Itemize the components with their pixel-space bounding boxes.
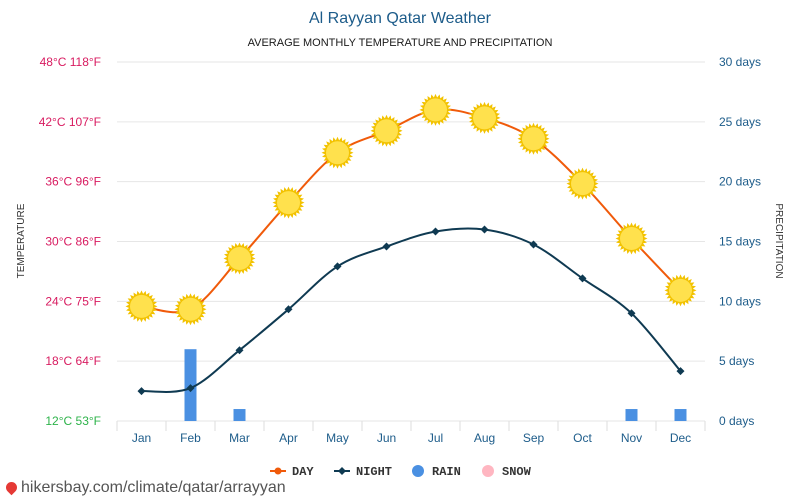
day-point-sun-core	[424, 98, 447, 122]
night-point	[627, 309, 636, 318]
y-axis-title-left: TEMPERATURE	[16, 203, 27, 278]
x-tick-label: Apr	[279, 431, 298, 445]
y-tick-label-right: 10 days	[719, 294, 761, 308]
x-tick-label: Feb	[180, 431, 201, 445]
day-point-sun-core	[130, 294, 153, 318]
rain-bar	[625, 409, 638, 421]
day-point-sun-core	[228, 246, 251, 270]
y-tick-label-right: 20 days	[719, 175, 761, 189]
x-tick-label: Jun	[377, 431, 396, 445]
y-tick-label-right: 15 days	[719, 235, 761, 249]
source-link-text: hikersbay.com/climate/qatar/arrayyan	[21, 479, 286, 496]
x-tick-label: Dec	[670, 431, 691, 445]
x-tick-label: Jul	[428, 431, 443, 445]
day-point-sun-core	[179, 297, 202, 321]
y-tick-label-left: 36°C 96°F	[45, 175, 101, 189]
night-point	[137, 387, 146, 396]
night-point	[186, 384, 195, 393]
y-tick-label-right: 5 days	[719, 354, 754, 368]
source-link[interactable]: hikersbay.com/climate/qatar/arrayyan	[3, 479, 286, 497]
day-series-line	[141, 108, 682, 314]
x-tick-label: Nov	[621, 431, 642, 445]
day-point-sun-core	[473, 106, 496, 130]
legend-snow-label: SNOW	[502, 465, 532, 479]
night-point	[382, 242, 391, 251]
night-point	[578, 274, 587, 283]
y-tick-label-left: 12°C 53°F	[45, 414, 101, 428]
day-point-sun-core	[522, 127, 545, 151]
day-point-sun-core	[277, 191, 300, 215]
x-tick-label: Jan	[132, 431, 151, 445]
legend-snow-marker	[482, 465, 494, 477]
day-point-sun-core	[620, 227, 643, 251]
day-point-sun-core	[326, 141, 349, 165]
legend-night-label: NIGHT	[356, 465, 392, 479]
y-tick-label-right: 30 days	[719, 55, 761, 69]
night-point	[676, 367, 685, 376]
chart-title: Al Rayyan Qatar Weather	[309, 10, 492, 27]
y-tick-label-right: 0 days	[719, 414, 754, 428]
y-axis-title-right: PRECIPITATION	[773, 203, 784, 278]
night-point	[431, 227, 440, 236]
y-tick-label-left: 48°C 118°F	[40, 55, 101, 69]
night-point	[480, 225, 489, 234]
x-tick-label: Sep	[523, 431, 545, 445]
rain-bar	[674, 409, 687, 421]
legend-rain-marker	[412, 465, 424, 477]
night-point	[284, 305, 293, 314]
night-point	[235, 346, 244, 355]
x-tick-label: Mar	[229, 431, 250, 445]
legend-rain-label: RAIN	[432, 465, 461, 479]
day-point-sun-core	[669, 278, 692, 302]
x-tick-label: Oct	[573, 431, 592, 445]
y-tick-label-left: 30°C 86°F	[45, 235, 101, 249]
y-tick-label-right: 25 days	[719, 115, 761, 129]
legend-night-marker	[338, 467, 346, 475]
y-tick-label-left: 24°C 75°F	[45, 294, 101, 308]
y-tick-label-left: 18°C 64°F	[45, 354, 101, 368]
night-point	[333, 262, 342, 271]
y-tick-label-left: 42°C 107°F	[39, 115, 101, 129]
legend-day-marker	[274, 467, 282, 475]
night-point	[529, 240, 538, 249]
day-point-sun-core	[571, 172, 594, 196]
night-series-line	[141, 227, 682, 393]
x-tick-label: May	[326, 431, 349, 445]
legend-day-label: DAY	[292, 465, 314, 479]
map-pin-icon	[3, 479, 20, 496]
rain-bar	[233, 409, 246, 421]
day-point-sun-core	[375, 119, 398, 143]
chart-subtitle: AVERAGE MONTHLY TEMPERATURE AND PRECIPIT…	[248, 37, 553, 49]
x-tick-label: Aug	[474, 431, 495, 445]
